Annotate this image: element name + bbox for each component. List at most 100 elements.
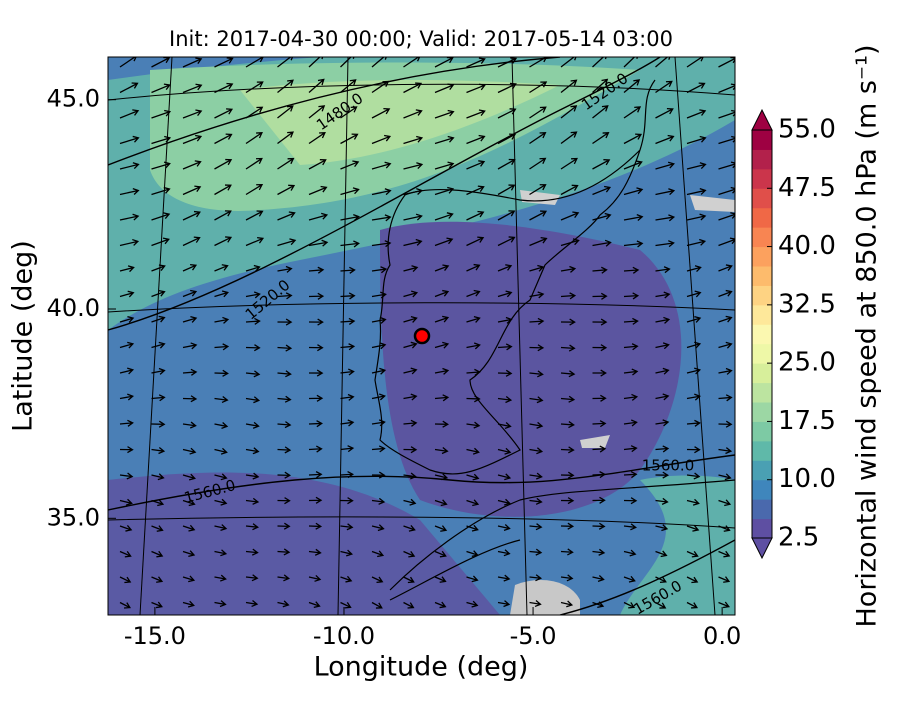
colorbar-band: [752, 285, 772, 306]
wind-arrow: [560, 370, 576, 378]
wind-arrow: [151, 315, 166, 323]
wind-arrow: [560, 211, 580, 221]
wind-arrow: [466, 473, 480, 481]
wind-arrow: [434, 473, 449, 481]
wind-arrow: [214, 524, 228, 532]
wind-arrow: [403, 419, 418, 427]
wind-arrow: [245, 497, 260, 505]
wind-arrow: [340, 79, 357, 93]
wind-arrow: [434, 83, 455, 94]
wind-arrow: [371, 576, 384, 584]
wind-arrow: [403, 213, 423, 221]
colorbar-tick-label: 47.5: [778, 173, 836, 203]
wind-arrow: [497, 158, 516, 170]
wind-arrow: [497, 264, 513, 272]
wind-arrow: [214, 82, 234, 94]
x-axis-label: Longitude (deg): [314, 652, 529, 683]
wind-arrow: [497, 210, 516, 221]
wind-arrow: [403, 265, 419, 273]
wind-arrow: [119, 550, 132, 558]
y-axis-label: Latitude (deg): [8, 240, 39, 432]
wind-arrow: [277, 238, 297, 247]
wind-arrow: [277, 548, 291, 556]
wind-arrow: [529, 472, 543, 480]
wind-arrow: [151, 447, 166, 455]
wind-arrow: [655, 445, 670, 453]
wind-arrow: [686, 213, 707, 221]
colorbar: 2.5 10.0 17.5 25.0 32.5 40.0 47.5 55.0: [751, 108, 836, 560]
wind-arrow: [560, 395, 576, 403]
wind-arrow: [182, 368, 198, 376]
wind-arrow: [560, 574, 574, 582]
wind-arrow: [371, 316, 387, 324]
colorbar-band: [752, 460, 772, 481]
field-low: [380, 221, 682, 517]
wind-arrow: [277, 395, 292, 403]
wind-arrow: [277, 292, 293, 300]
wind-arrow: [340, 445, 355, 453]
wind-arrow: [340, 292, 356, 300]
wind-arrow: [623, 292, 640, 300]
wind-arrow: [718, 186, 735, 196]
wind-arrow: [686, 525, 700, 532]
wind-arrow: [277, 497, 291, 505]
wind-arrow: [529, 548, 543, 556]
colorbar-tick-label: 17.5: [778, 406, 836, 436]
wind-arrow: [182, 600, 195, 608]
wind-arrow: [655, 214, 676, 222]
contour-label: 1560.0: [642, 457, 695, 475]
colorbar-tick-label: 40.0: [778, 231, 836, 261]
wind-arrow: [623, 266, 640, 274]
wind-arrow: [718, 83, 735, 94]
wind-arrow: [245, 396, 261, 404]
wind-arrow: [466, 263, 481, 272]
wind-arrow: [371, 161, 392, 170]
wind-arrow: [277, 131, 294, 145]
wind-arrow: [592, 548, 606, 556]
wind-arrow: [466, 57, 486, 68]
wind-arrow: [466, 550, 479, 557]
wind-arrow: [592, 239, 612, 247]
wind-arrow: [371, 445, 386, 453]
wind-arrow: [151, 367, 166, 375]
wind-arrow: [560, 79, 578, 94]
wind-arrow: [340, 497, 354, 505]
wind-arrow: [466, 210, 485, 221]
x-tick-label: 0.0: [703, 622, 741, 650]
wind-arrow: [686, 341, 702, 349]
wind-arrow: [119, 419, 134, 427]
wind-arrow: [560, 292, 577, 300]
wind-arrow: [623, 133, 643, 145]
wind-arrow: [592, 420, 607, 428]
wind-arrow: [403, 238, 423, 247]
wind-arrow: [308, 522, 323, 530]
wind-arrow: [182, 210, 201, 221]
wind-arrow: [214, 498, 228, 506]
wind-arrow: [655, 316, 671, 324]
wind-arrow: [182, 447, 197, 455]
wind-arrow: [718, 57, 735, 68]
wind-arrow: [119, 316, 135, 323]
wind-arrow: [119, 290, 135, 298]
wind-arrow: [686, 367, 702, 375]
wind-arrow: [718, 161, 735, 170]
wind-arrow: [371, 497, 386, 505]
colorbar-tick-label: 2.5: [778, 523, 819, 553]
wind-arrow: [529, 184, 547, 196]
wind-arrow: [214, 264, 229, 272]
wind-arrow: [623, 317, 639, 325]
wind-arrow: [718, 576, 731, 583]
wind-arrow: [403, 393, 418, 401]
wind-arrow: [434, 264, 450, 272]
wind-arrow: [718, 601, 731, 609]
wind-arrow: [119, 601, 131, 609]
wind-arrow: [623, 445, 638, 453]
wind-arrow: [434, 212, 454, 221]
wind-arrow: [529, 344, 545, 352]
wind-arrow: [151, 499, 165, 507]
wind-arrow: [403, 82, 423, 94]
wind-arrow: [214, 133, 233, 145]
wind-arrow: [245, 132, 263, 145]
terrain-mask: [510, 580, 580, 615]
